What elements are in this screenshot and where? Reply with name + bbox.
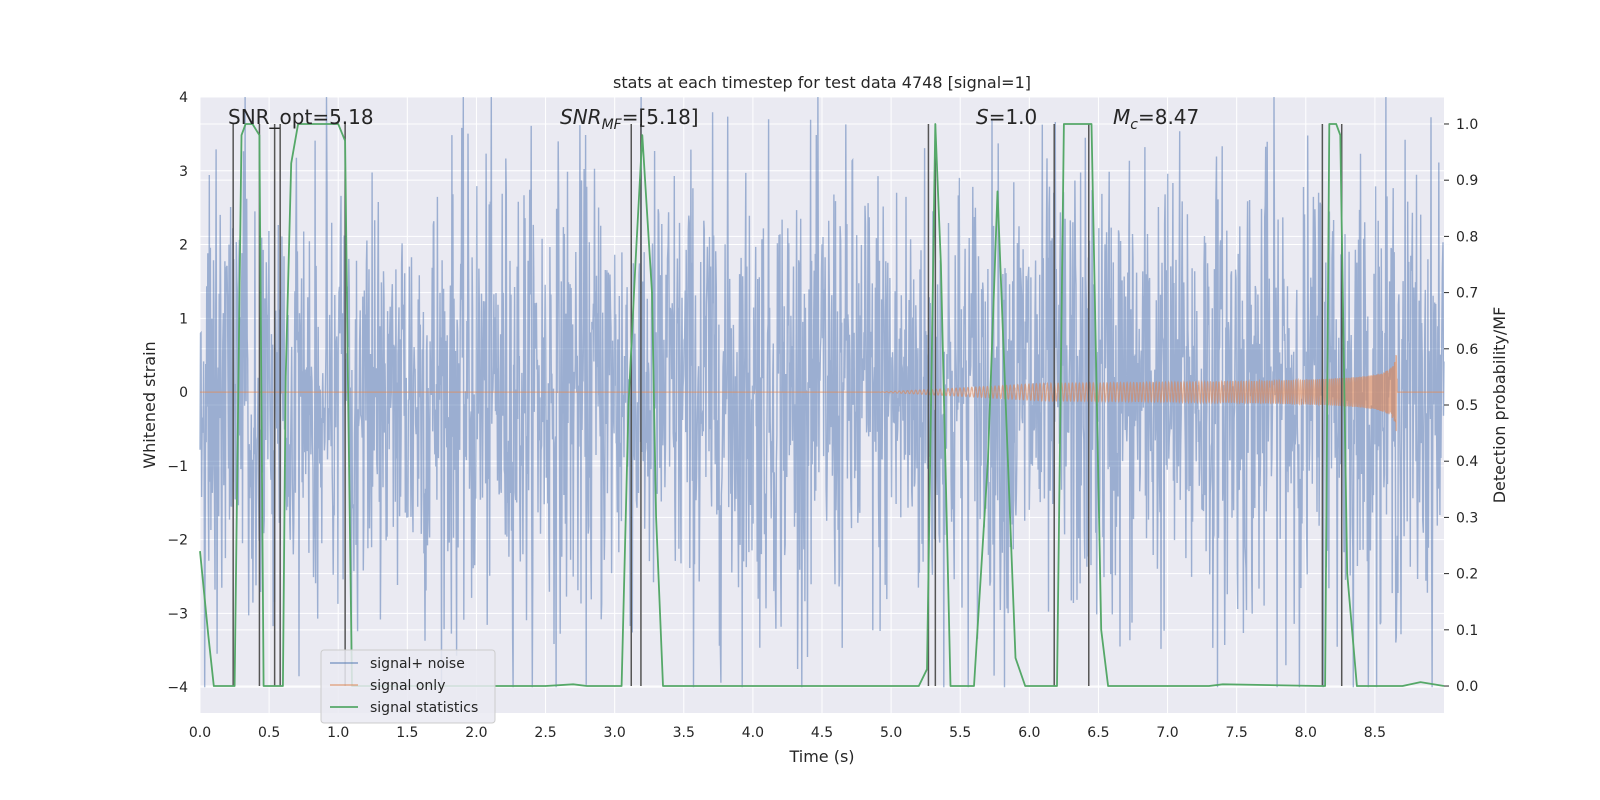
y-tick-label: 3 [179,164,188,180]
tick-labels: 0.0 0.5 1.0 1.5 2.0 2.5 3.0 3.5 4.0 4.5 5.0 5.5 6.0 6… [167,90,1478,741]
x-tick-label: 2.5 [534,725,556,741]
annotation-snr-mf: SNRMF=[5.18] [560,105,699,133]
x-tick-label: 5.5 [949,725,971,741]
y2-axis-label: Detection probability/MF [1490,307,1509,504]
annotation-mc: Mc=8.47 [1113,105,1199,133]
x-tick-label: 7.0 [1156,725,1178,741]
y2-tick-label: 0.4 [1456,454,1478,470]
x-tick-label: 4.5 [811,725,833,741]
signal-only-series [200,354,1444,432]
snr-mf-sub: MF [602,117,623,133]
x-axis-label: Time (s) [788,747,854,766]
y2-tick-label: 0.3 [1456,510,1478,526]
mc-value: =8.47 [1138,105,1199,129]
x-tick-label: 4.0 [742,725,764,741]
y-tick-label: −3 [167,606,188,622]
s-value: =1.0 [989,105,1038,129]
snr-mf-base: SNR [560,105,602,129]
legend-box [320,649,496,724]
x-tick-label: 7.5 [1226,725,1248,741]
y-tick-label: 0 [179,385,188,401]
y-tick-label: −4 [167,680,188,696]
y2-tick-label: 0.6 [1456,342,1478,358]
y2-tick-label: 0.0 [1456,679,1478,695]
signal-statistics-series [199,123,1445,687]
x-tick-label: 6.5 [1087,725,1109,741]
y-tick-label: −1 [167,459,188,475]
s-label: S [976,105,989,129]
legend-label-signal-only: signal only [370,678,445,694]
signal-only-line [200,354,1444,432]
legend: signal+ noise signal only signal statist… [320,649,496,724]
y2-tick-label: 0.7 [1456,286,1478,302]
y2-tick-label: 1.0 [1456,117,1478,133]
x-tick-label: 1.5 [396,725,418,741]
x-tick-label: 0.0 [189,725,211,741]
legend-label-signal-statistics: signal statistics [370,700,478,716]
signal-statistics-line [199,123,1445,687]
legend-label-signal-plus-noise: signal+ noise [370,656,465,672]
snr-mf-value: =[5.18] [622,105,699,129]
mc-base: M [1113,105,1130,129]
y2-tick-label: 0.9 [1456,173,1478,189]
y2-tick-label: 0.8 [1456,229,1478,245]
x-tick-label: 2.0 [465,725,487,741]
x-tick-label: 5.0 [880,725,902,741]
x-tick-label: 6.0 [1018,725,1040,741]
chart-title: stats at each timestep for test data 474… [613,73,1031,92]
y-tick-label: 1 [179,311,188,327]
y2-tick-label: 0.1 [1456,623,1478,639]
x-tick-label: 3.5 [673,725,695,741]
y2-tick-label: 0.5 [1456,398,1478,414]
x-tick-label: 8.0 [1295,725,1317,741]
y-axis-label: Whitened strain [140,341,159,468]
y2-tick-label: 0.2 [1456,567,1478,583]
y-tick-label: 4 [179,90,188,106]
x-tick-label: 1.0 [327,725,349,741]
signal-plus-noise-series [199,96,1445,688]
annotation-snr-opt: SNR_opt=5.18 [228,105,374,129]
mc-sub: c [1130,117,1138,133]
signal-plus-noise-line [199,96,1445,688]
x-tick-label: 0.5 [258,725,280,741]
y-tick-label: −2 [167,533,188,549]
x-tick-label: 3.0 [604,725,626,741]
vertical-markers [232,123,1343,687]
x-tick-label: 8.5 [1364,725,1386,741]
y-tick-label: 2 [179,238,188,254]
annotation-s: S=1.0 [976,105,1037,129]
